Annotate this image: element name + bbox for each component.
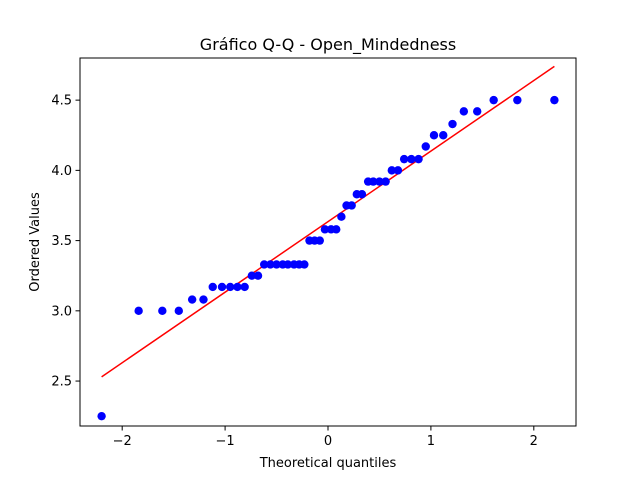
data-point [429, 131, 439, 140]
data-point [97, 411, 106, 421]
data-point [247, 271, 257, 280]
data-point [407, 154, 416, 164]
data-point [272, 260, 281, 269]
data-point [414, 154, 423, 164]
x-tick-label: 2 [530, 434, 538, 449]
data-point [283, 260, 293, 269]
plot-content [97, 65, 559, 421]
data-point [199, 295, 208, 304]
x-tick-label: −1 [216, 434, 235, 449]
data-point [347, 201, 356, 210]
data-point [208, 282, 217, 292]
data-point [332, 225, 341, 234]
fit-line [101, 65, 555, 378]
data-point [369, 177, 378, 186]
data-point [300, 260, 309, 269]
data-point [448, 119, 457, 129]
data-point [233, 282, 242, 292]
x-tick-label: −2 [113, 434, 132, 449]
data-point [259, 260, 269, 269]
data-point [375, 177, 384, 186]
y-tick-label: 3.5 [51, 234, 72, 249]
y-tick-label: 3.0 [51, 304, 72, 319]
y-tick-label: 2.5 [51, 375, 72, 390]
data-point [473, 107, 482, 116]
x-tick-label: 1 [427, 434, 435, 449]
data-point [550, 95, 559, 105]
data-point [337, 212, 346, 221]
data-point [174, 306, 183, 316]
data-point [459, 107, 469, 116]
data-point [439, 131, 448, 140]
data-point [513, 95, 522, 105]
data-point [381, 177, 390, 186]
data-point [387, 166, 397, 175]
data-point [217, 282, 227, 292]
data-point [187, 295, 197, 304]
y-axis-label: Ordered Values [28, 192, 43, 292]
y-axis: 2.5 3.0 3.5 4.0 4.5 [51, 94, 80, 390]
data-point [134, 306, 143, 316]
chart-title: Gráfico Q-Q - Open_Mindedness [200, 35, 456, 55]
data-point [320, 225, 330, 234]
data-point [489, 95, 498, 105]
data-point [253, 271, 263, 280]
data-point [357, 190, 367, 199]
y-tick-label: 4.0 [51, 164, 72, 179]
x-axis: −2 −1 0 1 2 [113, 426, 538, 449]
y-tick-label: 4.5 [51, 94, 72, 109]
x-axis-label: Theoretical quantiles [259, 456, 397, 471]
data-point [158, 306, 167, 316]
data-point [240, 282, 249, 292]
data-point [421, 142, 430, 151]
data-point [315, 236, 324, 245]
data-point [393, 166, 403, 175]
data-point [399, 154, 409, 164]
data-point [266, 260, 275, 269]
data-point [226, 282, 235, 292]
x-tick-label: 0 [324, 434, 332, 449]
